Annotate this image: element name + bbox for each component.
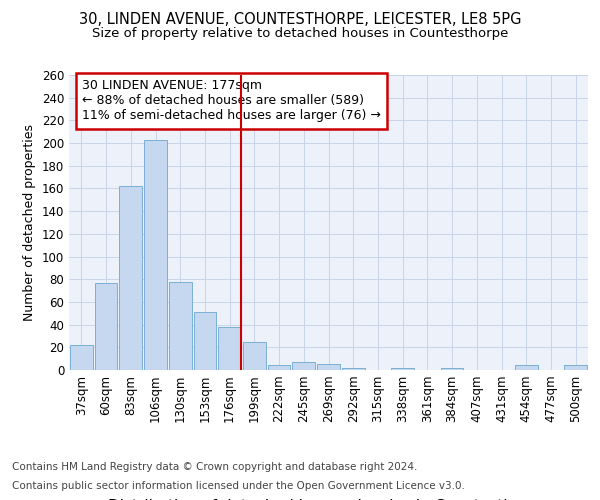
- Bar: [342, 368, 365, 370]
- Bar: [564, 366, 587, 370]
- Bar: [194, 312, 216, 370]
- Text: Contains public sector information licensed under the Open Government Licence v3: Contains public sector information licen…: [12, 481, 465, 491]
- Bar: [169, 282, 191, 370]
- X-axis label: Distribution of detached houses by size in Countesthorpe: Distribution of detached houses by size …: [109, 499, 548, 500]
- Bar: [317, 364, 340, 370]
- Text: 30, LINDEN AVENUE, COUNTESTHORPE, LEICESTER, LE8 5PG: 30, LINDEN AVENUE, COUNTESTHORPE, LEICES…: [79, 12, 521, 28]
- Bar: [70, 345, 93, 370]
- Text: Size of property relative to detached houses in Countesthorpe: Size of property relative to detached ho…: [92, 28, 508, 40]
- Bar: [144, 140, 167, 370]
- Bar: [391, 368, 414, 370]
- Bar: [218, 327, 241, 370]
- Bar: [515, 366, 538, 370]
- Y-axis label: Number of detached properties: Number of detached properties: [23, 124, 36, 321]
- Bar: [119, 186, 142, 370]
- Bar: [95, 282, 118, 370]
- Text: 30 LINDEN AVENUE: 177sqm
← 88% of detached houses are smaller (589)
11% of semi-: 30 LINDEN AVENUE: 177sqm ← 88% of detach…: [82, 80, 381, 122]
- Bar: [441, 368, 463, 370]
- Bar: [268, 366, 290, 370]
- Bar: [243, 342, 266, 370]
- Bar: [292, 362, 315, 370]
- Text: Contains HM Land Registry data © Crown copyright and database right 2024.: Contains HM Land Registry data © Crown c…: [12, 462, 418, 472]
